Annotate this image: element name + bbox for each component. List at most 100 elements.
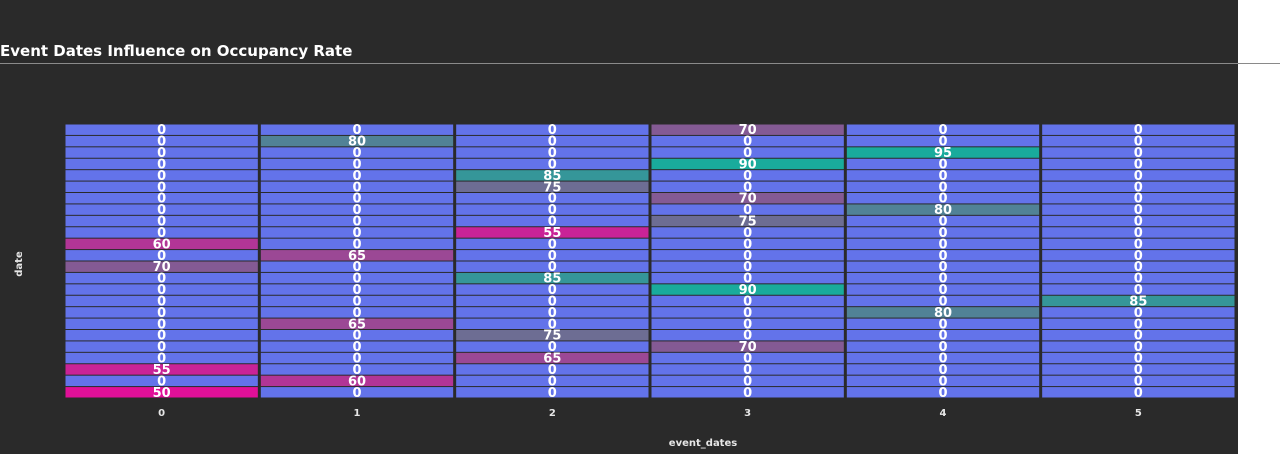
- heatmap-cell-label: 0: [743, 329, 752, 344]
- heatmap-chart: 0 0 0 70 0 00 80 0 0 0 00 0 0 0 95 00 0 0 90 0 00 0 85 0 0 00 0 75 0…: [14, 123, 1235, 449]
- heatmap-cell: [651, 238, 844, 250]
- heatmap-cell-label: 0: [352, 180, 361, 195]
- heatmap-cell-label: 0: [938, 363, 947, 378]
- heatmap-cell-label: 80: [348, 135, 366, 150]
- heatmap-cell: [651, 375, 844, 387]
- heatmap-cell-label: 60: [348, 374, 366, 389]
- heatmap-cell-label: 0: [1134, 180, 1143, 195]
- heatmap-cell: [1042, 387, 1235, 398]
- heatmap-cell-label: 0: [743, 249, 752, 264]
- heatmap-cell: [65, 215, 258, 227]
- heatmap-cell: [1042, 330, 1235, 341]
- heatmap-cell: [846, 147, 1040, 158]
- heatmap-cell: [65, 250, 258, 261]
- heatmap-cell-label: 75: [739, 215, 757, 230]
- heatmap-cell-label: 0: [1134, 306, 1143, 321]
- heatmap-cell: [456, 330, 649, 341]
- heatmap-cell-label: 0: [352, 226, 361, 241]
- heatmap-cell-label: 0: [352, 169, 361, 184]
- heatmap-cell-label: 80: [934, 306, 952, 321]
- heatmap-cell-label: 0: [157, 123, 166, 138]
- heatmap-cell-label: 0: [548, 386, 557, 401]
- heatmap-cell-label: 70: [739, 340, 757, 355]
- heatmap-cell-label: 0: [938, 352, 947, 367]
- heatmap-cell: [456, 295, 649, 307]
- x-axis-title: event_dates: [669, 438, 737, 449]
- heatmap-cell-label: 70: [739, 123, 757, 138]
- heatmap-cell-label: 0: [938, 169, 947, 184]
- heatmap-cell-label: 70: [153, 260, 171, 275]
- heatmap-cell-label: 0: [1134, 192, 1143, 207]
- heatmap-cell: [260, 238, 454, 250]
- heatmap-cell: [456, 227, 649, 238]
- heatmap-cell-label: 0: [938, 294, 947, 309]
- heatmap-cell: [1042, 284, 1235, 295]
- heatmap-cell-label: 85: [1129, 294, 1147, 309]
- heatmap-cell-label: 0: [743, 146, 752, 161]
- heatmap-cell: [456, 124, 649, 135]
- heatmap-cell: [651, 330, 844, 341]
- heatmap-cell-label: 0: [352, 294, 361, 309]
- heatmap-cell: [846, 307, 1040, 318]
- heatmap-cell: [651, 193, 844, 204]
- heatmap-cell-label: 0: [743, 180, 752, 195]
- heatmap-cell: [846, 318, 1040, 329]
- heatmap-cell-label: 0: [352, 146, 361, 161]
- heatmap-cell-label: 0: [548, 157, 557, 172]
- heatmap-cell-label: 0: [743, 306, 752, 321]
- heatmap-cell-label: 50: [153, 386, 171, 401]
- heatmap-cell: [260, 375, 454, 387]
- x-tick-label: 5: [1135, 408, 1142, 419]
- heatmap-cell-label: 0: [157, 306, 166, 321]
- heatmap-cell: [65, 238, 258, 250]
- heatmap-cell-label: 0: [157, 294, 166, 309]
- heatmap-cell: [846, 204, 1040, 215]
- heatmap-cell: [651, 364, 844, 375]
- heatmap-cell: [1042, 307, 1235, 318]
- heatmap-cell: [65, 261, 258, 272]
- heatmap-cell: [846, 227, 1040, 238]
- heatmap-cell: [65, 364, 258, 375]
- heatmap-cell: [260, 147, 454, 158]
- heatmap-cell: [1042, 261, 1235, 272]
- heatmap-cell-label: 0: [1134, 146, 1143, 161]
- heatmap-cell-label: 0: [352, 283, 361, 298]
- heatmap-cell: [260, 387, 454, 398]
- heatmap-cell: [846, 272, 1040, 284]
- chart-title: Event Dates Influence on Occupancy Rate: [0, 42, 353, 60]
- heatmap-cell-label: 0: [938, 157, 947, 172]
- heatmap-cell: [456, 147, 649, 158]
- heatmap-cell-label: 0: [352, 340, 361, 355]
- heatmap-cell: [260, 215, 454, 227]
- heatmap-cell-label: 0: [352, 260, 361, 275]
- heatmap-cell-label: 0: [938, 226, 947, 241]
- heatmap-cell-label: 65: [348, 317, 366, 332]
- heatmap-cell: [846, 261, 1040, 272]
- heatmap-cell-label: 0: [1134, 283, 1143, 298]
- heatmap-cell-label: 0: [938, 340, 947, 355]
- heatmap-cell-label: 0: [157, 249, 166, 264]
- heatmap-cell: [260, 204, 454, 215]
- heatmap-cell-label: 0: [352, 272, 361, 287]
- heatmap-cell: [651, 135, 844, 147]
- heatmap-cell: [260, 364, 454, 375]
- heatmap-cell: [260, 193, 454, 204]
- heatmap-cell-label: 0: [548, 192, 557, 207]
- heatmap-cells: [65, 124, 1235, 398]
- heatmap-cell-label: 0: [157, 374, 166, 389]
- heatmap-cell: [65, 330, 258, 341]
- heatmap-cell-label: 0: [1134, 352, 1143, 367]
- heatmap-cell-label: 0: [1134, 237, 1143, 252]
- heatmap-cell-label: 0: [743, 294, 752, 309]
- heatmap-cell-label: 0: [157, 169, 166, 184]
- heatmap-cell: [651, 295, 844, 307]
- heatmap-cell-label: 0: [548, 146, 557, 161]
- heatmap-cell-label: 0: [548, 283, 557, 298]
- heatmap-cell-label: 0: [743, 317, 752, 332]
- heatmap-cell: [846, 341, 1040, 352]
- heatmap-cell-label: 0: [1134, 272, 1143, 287]
- heatmap-cell: [1042, 238, 1235, 250]
- heatmap-cell-label: 0: [352, 306, 361, 321]
- heatmap-cell-label: 0: [352, 203, 361, 218]
- heatmap-cell-label: 75: [543, 180, 561, 195]
